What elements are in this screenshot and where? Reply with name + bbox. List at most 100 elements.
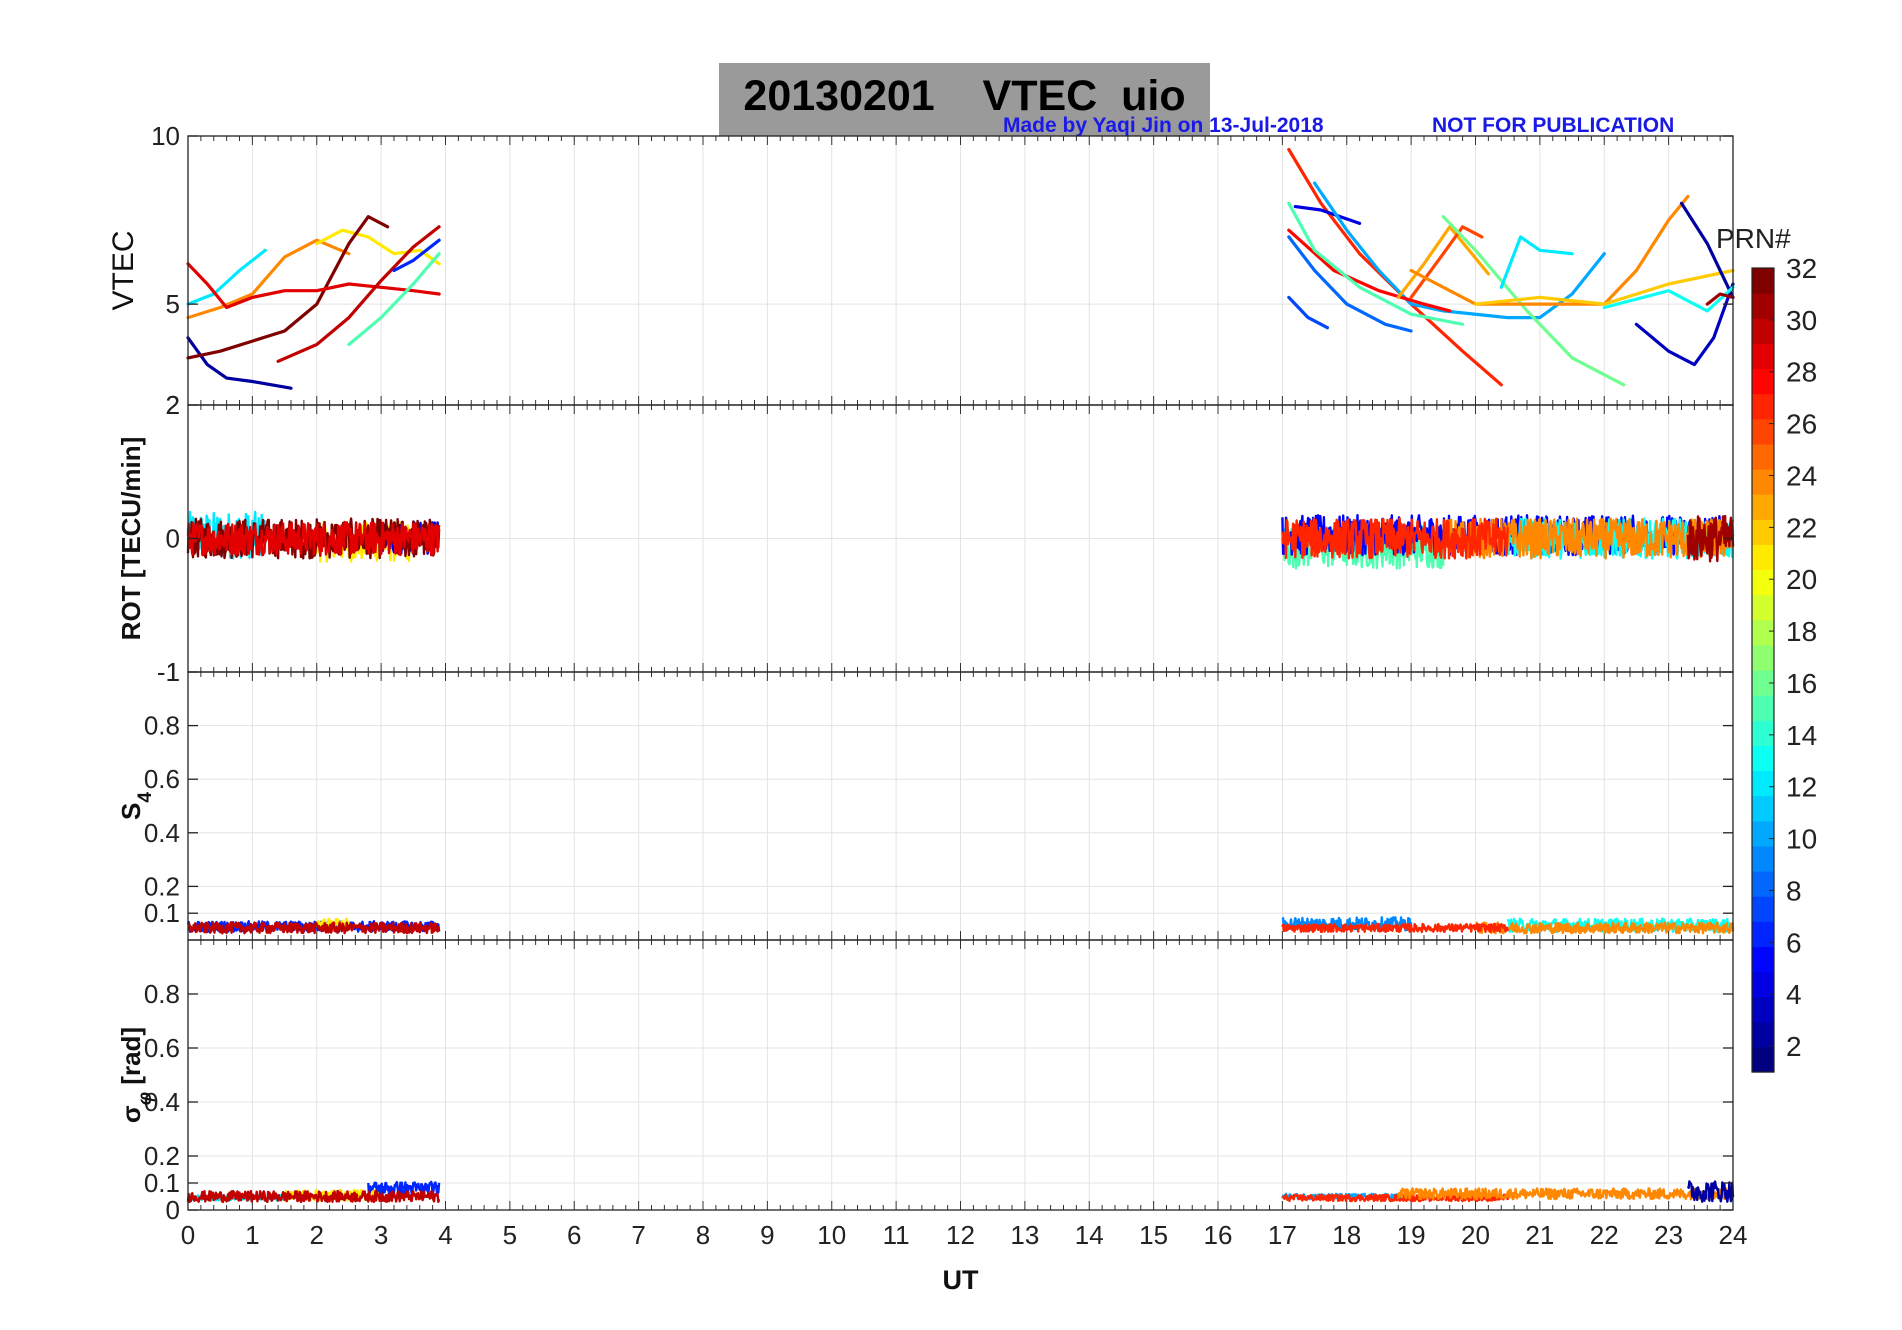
colorbar-tick-label: 20: [1786, 564, 1817, 595]
colorbar-segment: [1752, 318, 1774, 344]
y-tick-label: 0.1: [144, 898, 180, 928]
colorbar-tick-label: 30: [1786, 305, 1817, 336]
colorbar-segment: [1752, 494, 1774, 520]
colorbar-tick-label: 16: [1786, 668, 1817, 699]
colorbar-segment: [1752, 594, 1774, 621]
vtec-series-prn-2: [1679, 201, 1735, 299]
vtec-series-prn-32: [186, 215, 390, 360]
y-tick-label: 0.8: [144, 979, 180, 1009]
panel-3: 0.10.2 0.4 0.6 0.8 1 S4: [116, 657, 1735, 941]
x-tick-label: 20: [1461, 1220, 1490, 1250]
vtec-series-prn-15: [1287, 201, 1465, 326]
vtec-series-prn-10: [1312, 181, 1606, 320]
colorbar-tick-label: 4: [1786, 979, 1802, 1010]
colorbar-tick-label: 28: [1786, 357, 1817, 388]
x-tick-label: 8: [696, 1220, 710, 1250]
title-date: 20130201: [743, 72, 935, 120]
x-tick-label: 6: [567, 1220, 581, 1250]
vtec-series-prn-8: [1287, 235, 1413, 333]
x-tick-label: 21: [1525, 1220, 1554, 1250]
credit-notice: NOT FOR PUBLICATION: [1432, 114, 1675, 137]
y-tick-label: 0.4: [144, 818, 180, 848]
colorbar-segment: [1752, 971, 1774, 998]
panel-2: 0 2 -1 ROT [TECU/min]: [116, 390, 1735, 687]
vtec-series-prn-23: [1396, 225, 1491, 299]
colorbar-segment: [1752, 443, 1774, 470]
x-tick-label: 23: [1654, 1220, 1683, 1250]
colorbar-segment: [1752, 1021, 1774, 1048]
colorbar-segment: [1752, 293, 1774, 319]
x-tick-label: 7: [631, 1220, 645, 1250]
vtec-series-prn-31: [1705, 292, 1735, 306]
title-background: [719, 63, 1210, 136]
colorbar-segment: [1752, 268, 1774, 294]
colorbar-segment: [1752, 720, 1774, 746]
vtec-series-prn-16: [1441, 215, 1626, 387]
x-tick-label: 22: [1590, 1220, 1619, 1250]
y-tick-label: 2: [166, 390, 180, 420]
x-tick-label: 24: [1719, 1220, 1748, 1250]
vtec-series-prn-30: [276, 225, 441, 363]
colorbar-tick-label: 22: [1786, 512, 1817, 543]
colorbar-segment: [1752, 845, 1774, 872]
x-tick-label: 3: [374, 1220, 388, 1250]
colorbar-tick-label: 6: [1786, 927, 1802, 958]
colorbar-label: PRN#: [1716, 223, 1791, 254]
colorbar-segment: [1752, 1046, 1774, 1073]
colorbar-segment: [1752, 745, 1774, 772]
vtec-series-prn-26: [1409, 225, 1484, 299]
band-prn-24: [1442, 517, 1735, 560]
band-prn-29: [186, 520, 441, 557]
vtec-series-prn-29: [186, 262, 441, 310]
vtec-series-prn-12: [1499, 235, 1574, 289]
band-prn-24: [1397, 1187, 1735, 1201]
colorbar-segment: [1752, 393, 1774, 420]
band-prn-24: [1474, 921, 1735, 935]
vtec-series-prn-12: [186, 248, 267, 306]
colorbar-segment: [1752, 770, 1774, 797]
x-tick-label: 13: [1010, 1220, 1039, 1250]
vtec-series-prn-4: [1293, 205, 1362, 225]
y-tick-label: 1: [166, 657, 180, 687]
x-tick-label: 0: [181, 1220, 195, 1250]
colorbar-segment: [1752, 544, 1774, 571]
vtec-series-prn-24: [186, 238, 351, 320]
y-tick-label: 0.6: [144, 1033, 180, 1063]
y-tick-label-extra: -1: [157, 657, 180, 687]
x-tick-label: 14: [1075, 1220, 1104, 1250]
colorbar-tick-label: 32: [1786, 253, 1817, 284]
y-tick-label: 0: [166, 1195, 180, 1225]
colorbar-tick-label: 2: [1786, 1031, 1802, 1062]
colorbar-segment: [1752, 871, 1774, 897]
y-axis-label: ROT [TECU/min]: [116, 437, 146, 641]
vtec-series-prn-7: [1287, 295, 1330, 330]
y-tick-label: 0.2: [144, 871, 180, 901]
x-tick-label: 17: [1268, 1220, 1297, 1250]
y-axis-label: σφ [rad]: [116, 1027, 156, 1123]
x-tick-label: 12: [946, 1220, 975, 1250]
y-axis-label: VTEC: [107, 230, 140, 310]
y-axis-label: S4: [116, 792, 156, 820]
colorbar-segment: [1752, 619, 1774, 646]
vtec-series-prn-3: [1634, 282, 1735, 367]
y-tick-label: 0.1: [144, 1168, 180, 1198]
band-prn-30: [186, 1189, 441, 1204]
unit-label: [rad]: [116, 1027, 146, 1092]
colorbar-segment: [1752, 569, 1774, 596]
panel-4: 00.10.2 0.4 0.6 0.8 σφ [rad]: [116, 939, 1735, 1225]
colorbar-segment: [1752, 896, 1774, 922]
band-prn-27: [1281, 517, 1509, 560]
sigma-symbol: σ: [116, 1105, 146, 1123]
colorbar-segment: [1752, 343, 1774, 370]
colorbar-segment: [1752, 921, 1774, 947]
x-axis-label: UT: [943, 1265, 979, 1295]
phi-subscript: φ: [135, 1092, 156, 1105]
x-tick-label: 19: [1397, 1220, 1426, 1250]
figure-title: 20130201 VTEC uio: [719, 72, 1210, 121]
x-tick-label: 11: [883, 1220, 910, 1250]
x-tick-label: 4: [438, 1220, 452, 1250]
y-tick-label: 0.2: [144, 1141, 180, 1171]
x-tick-label: 1: [245, 1220, 259, 1250]
